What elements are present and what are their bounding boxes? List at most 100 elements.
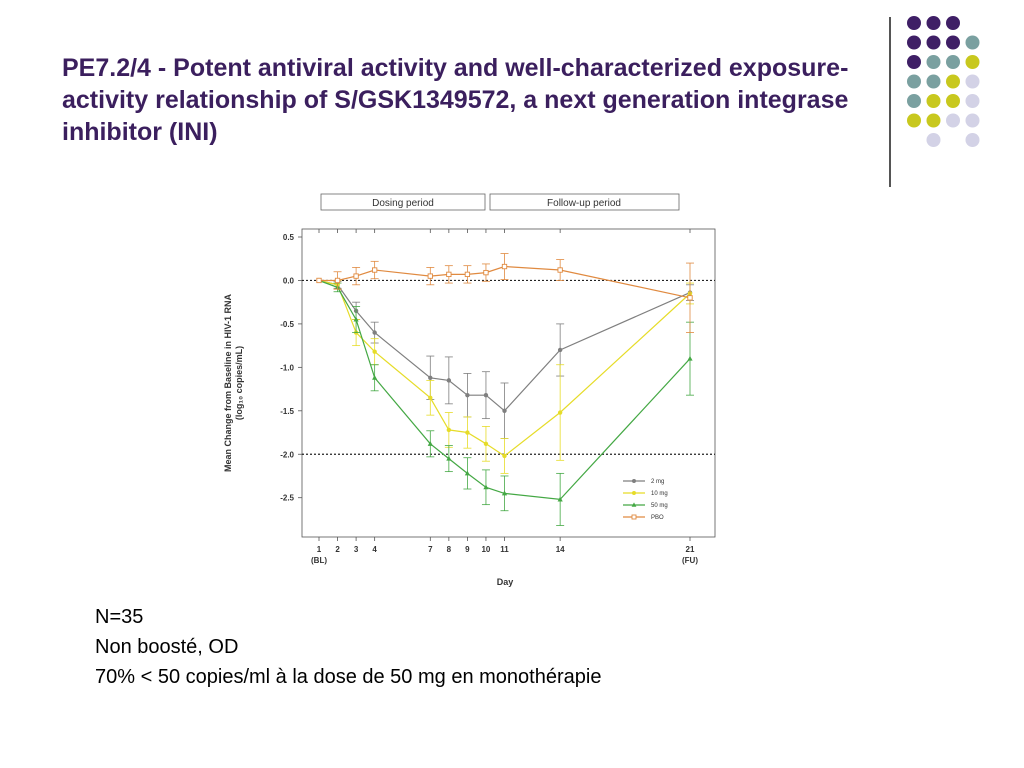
legend-marker-50-mg [631,502,637,507]
data-point-pbo [464,271,471,278]
decorative-dot [965,74,980,89]
data-point-10-mg [372,349,377,354]
legend-label-10-mg: 10 mg [651,491,668,497]
note-dosing: Non boosté, OD [95,636,239,658]
data-point-pbo [353,273,359,279]
slide-title: PE7.2/4 - Potent antiviral activity and … [62,54,849,146]
dosing-period-box [320,193,486,211]
data-point-2-mg [428,375,433,380]
note-sample-size: N=35 [95,606,144,628]
data-point-2-mg [483,392,489,398]
data-point-pbo [371,267,378,273]
slide-notes: N=35 Non boosté, OD 70% < 50 copies/ml à… [95,602,601,692]
hiv-rna-change-chart: Dosing period Follow-up period 0.5 0.0 -0.… [223,193,716,587]
x-tick-label: 7 [428,545,433,554]
y-tick-label: -2.5 [280,494,294,503]
x-tick-label: 1 [317,545,322,554]
decorative-dot [926,35,941,50]
vertical-divider-line [889,17,891,187]
decorative-dot [965,133,980,147]
x-tick-label: 3 [354,545,359,554]
x-tick-label: 9 [465,545,470,554]
data-point-10-mg [428,395,433,400]
x-axis-label: Day [497,577,514,587]
data-point-pbo [687,295,693,301]
y-tick-label: -0.5 [280,320,294,329]
decorative-dot [926,113,941,128]
data-point-50-mg [483,484,489,490]
follow-up-period-box [489,193,680,211]
decorative-dot [965,94,980,108]
data-point-50-mg [557,496,563,502]
data-point-pbo [334,277,341,284]
x-tick-label: 21 [686,545,695,554]
legend-label-50-mg: 50 mg [651,503,668,509]
legend-label-2-mg: 2 mg [651,479,664,485]
decorative-dot [946,55,960,69]
x-tick-label: 4 [372,545,377,554]
x-tick-sublabel: (FU) [682,556,698,565]
decorative-dot [946,16,960,30]
data-point-pbo [427,273,433,279]
data-point-2-mg [446,378,452,383]
decorative-dot [926,55,941,69]
data-point-50-mg [464,470,470,476]
data-point-10-mg [446,427,452,433]
decorative-dot [907,16,921,30]
decorative-dot [926,133,941,147]
data-point-50-mg [501,490,508,496]
decorative-dot-grid [907,16,980,147]
data-point-50-mg [372,374,378,380]
decorative-dot [965,35,980,50]
x-tick-label: 11 [500,545,509,554]
decorative-dot [907,35,921,50]
y-axis-unit: (log₁₀ copies/mL) [234,346,244,420]
legend-marker-pbo [631,514,637,520]
y-tick-label: -2.0 [280,450,294,459]
y-tick-label: 0.5 [283,233,295,242]
data-point-2-mg [557,347,563,353]
y-tick-label: -1.0 [280,363,294,372]
data-point-2-mg [465,392,470,398]
decorative-dot [946,113,960,128]
decorative-dot [946,94,960,108]
data-point-50-mg [446,455,452,461]
data-point-pbo [316,277,322,284]
data-point-pbo [557,267,563,273]
decorative-dot [907,74,921,89]
decorative-dot [926,94,941,108]
data-point-10-mg [465,430,470,435]
x-tick-label: 2 [335,545,340,554]
data-point-2-mg [502,408,507,413]
data-point-10-mg [557,410,563,415]
legend-marker-10-mg [632,491,636,495]
decorative-dot [907,94,921,108]
decorative-dot [965,55,980,69]
decorative-dot [946,35,960,50]
data-point-10-mg [483,441,489,447]
data-point-pbo [483,269,489,276]
y-axis-label: Mean Change from Baseline in HIV-1 RNA [223,293,233,472]
x-tick-label: 8 [447,545,452,554]
legend-marker-2-mg [632,479,636,483]
x-tick-sublabel: (BL) [311,556,327,565]
data-point-2-mg [372,330,377,335]
y-tick-label: -1.5 [280,407,294,416]
decorative-dot [926,16,941,30]
legend-label-pbo: PBO [651,515,664,521]
data-point-pbo [501,263,508,270]
x-tick-label: 14 [556,545,565,554]
decorative-dot [907,55,921,69]
decorative-dot [926,74,941,89]
data-point-50-mg [687,355,693,361]
x-tick-label: 10 [481,545,490,554]
note-outcome: 70% < 50 copies/ml à la dose de 50 mg en… [95,666,602,688]
data-point-50-mg [353,316,359,322]
data-point-10-mg [502,453,507,459]
decorative-dot [907,113,921,128]
decorative-dot [946,74,960,89]
data-point-pbo [446,271,452,278]
y-tick-label: 0.0 [283,276,295,285]
data-point-50-mg [427,441,433,446]
follow-up-period-label: Follow-up period [547,198,621,209]
